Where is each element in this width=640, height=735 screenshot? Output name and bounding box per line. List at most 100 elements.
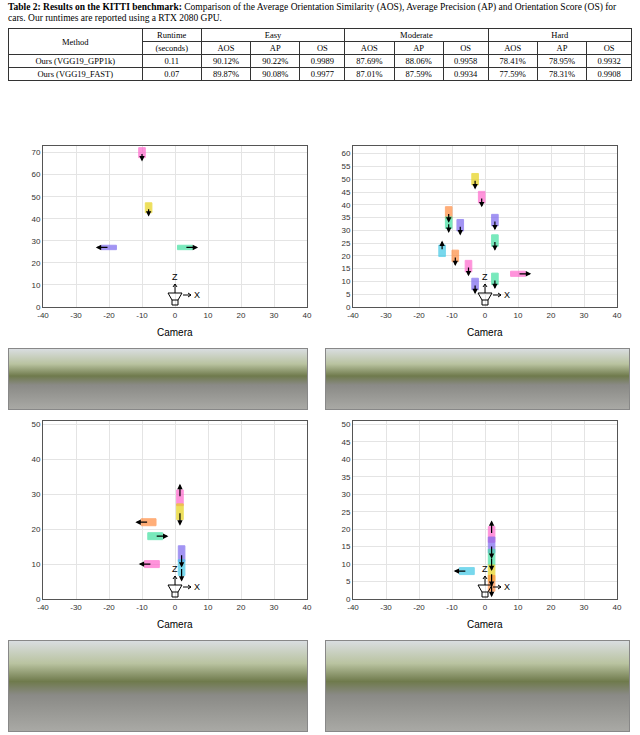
svg-text:20: 20 bbox=[341, 525, 350, 534]
svg-text:X: X bbox=[504, 582, 510, 592]
svg-text:30: 30 bbox=[270, 311, 279, 320]
svg-text:-30: -30 bbox=[380, 603, 392, 612]
svg-text:10: 10 bbox=[204, 603, 213, 612]
svg-text:0: 0 bbox=[36, 303, 41, 312]
svg-text:30: 30 bbox=[341, 226, 350, 235]
svg-text:40: 40 bbox=[341, 455, 350, 464]
svg-text:30: 30 bbox=[580, 311, 589, 320]
svg-text:-20: -20 bbox=[413, 311, 425, 320]
svg-text:-20: -20 bbox=[103, 311, 115, 320]
svg-text:60: 60 bbox=[341, 149, 350, 158]
svg-text:20: 20 bbox=[547, 311, 556, 320]
html-text:AOS: AOS bbox=[504, 43, 522, 53]
svg-text:X: X bbox=[194, 582, 200, 592]
svg-text:40: 40 bbox=[341, 201, 350, 210]
html-text:OS: OS bbox=[460, 43, 472, 53]
svg-text:Camera: Camera bbox=[157, 327, 193, 338]
svg-text:10: 10 bbox=[514, 311, 523, 320]
svg-text:-10: -10 bbox=[136, 311, 148, 320]
svg-text:-40: -40 bbox=[347, 311, 359, 320]
svg-text:Camera: Camera bbox=[467, 619, 503, 630]
svg-text:Z: Z bbox=[172, 272, 178, 282]
svg-text:35: 35 bbox=[341, 473, 350, 482]
svg-text:0: 0 bbox=[346, 595, 351, 604]
svg-text:30: 30 bbox=[31, 237, 40, 246]
svg-text:Camera: Camera bbox=[157, 619, 193, 630]
svg-text:60: 60 bbox=[31, 170, 40, 179]
html-text:Table 2: Results on the KITTI: Table 2: Results on the KITTI benchmark:… bbox=[8, 2, 617, 23]
svg-text:0: 0 bbox=[36, 595, 41, 604]
svg-text:0: 0 bbox=[173, 311, 178, 320]
svg-text:15: 15 bbox=[341, 264, 350, 273]
svg-text:-40: -40 bbox=[347, 603, 359, 612]
svg-text:5: 5 bbox=[346, 577, 351, 586]
html-text:(seconds): (seconds) bbox=[155, 43, 188, 53]
html-text:Moderate: Moderate bbox=[400, 30, 433, 40]
svg-text:45: 45 bbox=[341, 188, 350, 197]
svg-text:20: 20 bbox=[31, 259, 40, 268]
svg-text:45: 45 bbox=[341, 438, 350, 447]
svg-text:10: 10 bbox=[514, 603, 523, 612]
svg-text:20: 20 bbox=[237, 603, 246, 612]
svg-text:25: 25 bbox=[341, 239, 350, 248]
html-text:AP: AP bbox=[413, 43, 425, 53]
svg-text:-10: -10 bbox=[446, 311, 458, 320]
svg-text:40: 40 bbox=[31, 215, 40, 224]
svg-text:Z: Z bbox=[482, 272, 488, 282]
svg-text:35: 35 bbox=[341, 213, 350, 222]
svg-text:20: 20 bbox=[341, 252, 350, 261]
html-text:AP: AP bbox=[269, 43, 281, 53]
svg-text:-40: -40 bbox=[37, 603, 49, 612]
svg-text:-20: -20 bbox=[413, 603, 425, 612]
svg-text:40: 40 bbox=[613, 311, 622, 320]
svg-text:15: 15 bbox=[341, 542, 350, 551]
svg-text:20: 20 bbox=[237, 311, 246, 320]
svg-text:-30: -30 bbox=[70, 603, 82, 612]
svg-text:0: 0 bbox=[483, 311, 488, 320]
svg-text:50: 50 bbox=[31, 193, 40, 202]
svg-text:30: 30 bbox=[31, 490, 40, 499]
svg-text:10: 10 bbox=[341, 560, 350, 569]
svg-text:-20: -20 bbox=[103, 603, 115, 612]
svg-text:30: 30 bbox=[341, 490, 350, 499]
svg-text:30: 30 bbox=[270, 603, 279, 612]
svg-text:X: X bbox=[194, 290, 200, 300]
svg-text:-10: -10 bbox=[136, 603, 148, 612]
svg-text:50: 50 bbox=[31, 420, 40, 429]
svg-text:25: 25 bbox=[341, 508, 350, 517]
html-text:Hard: Hard bbox=[551, 30, 569, 40]
svg-text:50: 50 bbox=[341, 175, 350, 184]
html-text:Method: Method bbox=[62, 36, 89, 47]
svg-text:-30: -30 bbox=[380, 311, 392, 320]
svg-text:-30: -30 bbox=[70, 311, 82, 320]
svg-text:Z: Z bbox=[482, 564, 488, 574]
svg-text:20: 20 bbox=[547, 603, 556, 612]
svg-text:40: 40 bbox=[613, 603, 622, 612]
svg-text:0: 0 bbox=[483, 603, 488, 612]
svg-text:40: 40 bbox=[303, 603, 312, 612]
html-text:Easy: Easy bbox=[264, 30, 282, 40]
svg-text:Camera: Camera bbox=[467, 327, 503, 338]
html-text:AOS: AOS bbox=[217, 43, 235, 53]
svg-text:10: 10 bbox=[31, 281, 40, 290]
html-text:AOS: AOS bbox=[360, 43, 378, 53]
svg-text:10: 10 bbox=[204, 311, 213, 320]
svg-text:10: 10 bbox=[341, 277, 350, 286]
svg-text:30: 30 bbox=[580, 603, 589, 612]
svg-text:10: 10 bbox=[31, 560, 40, 569]
svg-text:5: 5 bbox=[346, 290, 351, 299]
svg-text:40: 40 bbox=[31, 455, 40, 464]
svg-text:0: 0 bbox=[173, 603, 178, 612]
svg-text:55: 55 bbox=[341, 162, 350, 171]
html-text:OS: OS bbox=[316, 43, 328, 53]
svg-text:0: 0 bbox=[346, 303, 351, 312]
svg-text:-40: -40 bbox=[37, 311, 49, 320]
svg-text:50: 50 bbox=[341, 420, 350, 429]
svg-text:Z: Z bbox=[172, 564, 178, 574]
html-text:Runtime: Runtime bbox=[157, 30, 187, 40]
svg-text:X: X bbox=[504, 290, 510, 300]
svg-text:70: 70 bbox=[31, 148, 40, 157]
svg-text:20: 20 bbox=[31, 525, 40, 534]
svg-text:-10: -10 bbox=[446, 603, 458, 612]
svg-text:40: 40 bbox=[303, 311, 312, 320]
